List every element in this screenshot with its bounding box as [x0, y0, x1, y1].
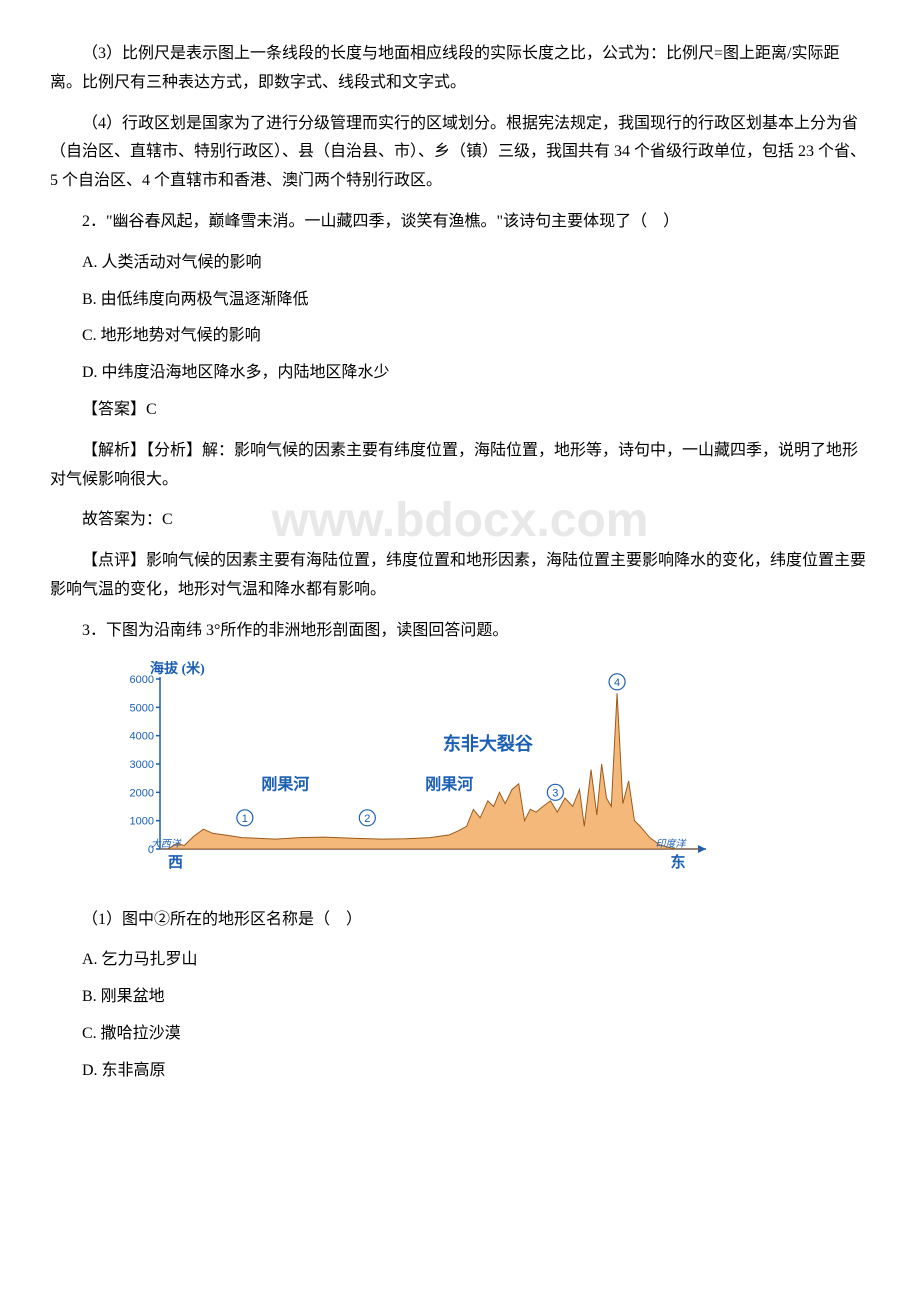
svg-text:3000: 3000	[130, 759, 154, 771]
svg-text:1000: 1000	[130, 815, 154, 827]
q2-option-d: D. 中纬度沿海地区降水多，内陆地区降水少	[50, 359, 870, 388]
svg-text:2: 2	[364, 812, 370, 824]
svg-text:1: 1	[242, 812, 248, 824]
svg-text:东非大裂谷: 东非大裂谷	[443, 732, 534, 753]
q3-option-d: D. 东非高原	[50, 1057, 870, 1086]
svg-text:刚果河: 刚果河	[425, 774, 473, 793]
svg-text:刚果河: 刚果河	[261, 774, 309, 793]
svg-text:6000: 6000	[130, 674, 154, 686]
q3-option-a: A. 乞力马扎罗山	[50, 946, 870, 975]
q3-option-c: C. 撒哈拉沙漠	[50, 1020, 870, 1049]
q3-stem: 3．下图为沿南纬 3°所作的非洲地形剖面图，读图回答问题。	[50, 617, 870, 646]
q2-answer: 【答案】C	[50, 396, 870, 425]
svg-text:大西洋: 大西洋	[151, 838, 182, 850]
svg-text:东: 东	[671, 853, 686, 871]
paragraph-3: （3）比例尺是表示图上一条线段的长度与地面相应线段的实际长度之比，公式为：比例尺…	[50, 40, 870, 98]
svg-text:5000: 5000	[130, 702, 154, 714]
profile-svg: 海拔 (米)0100020003000400050006000刚果河刚果河东非大…	[110, 661, 730, 891]
q2-option-c: C. 地形地势对气候的影响	[50, 322, 870, 351]
svg-text:2000: 2000	[130, 787, 154, 799]
svg-text:西: 西	[168, 854, 183, 871]
africa-profile-chart: 海拔 (米)0100020003000400050006000刚果河刚果河东非大…	[110, 661, 870, 891]
q2-option-a: A. 人类活动对气候的影响	[50, 249, 870, 278]
svg-text:印度洋: 印度洋	[656, 838, 687, 850]
q2-comment: 【点评】影响气候的因素主要有海陆位置，纬度位置和地形因素，海陆位置主要影响降水的…	[50, 547, 870, 605]
q3-sub1: （1）图中②所在的地形区名称是（ ）	[50, 906, 870, 935]
q2-analysis-1: 【解析】【分析】解：影响气候的因素主要有纬度位置，海陆位置，地形等，诗句中，一山…	[50, 437, 870, 495]
svg-text:4: 4	[614, 676, 620, 688]
paragraph-4: （4）行政区划是国家为了进行分级管理而实行的区域划分。根据宪法规定，我国现行的行…	[50, 110, 870, 196]
svg-text:3: 3	[552, 787, 558, 799]
q2-stem: 2．"幽谷春风起，巅峰雪未消。一山藏四季，谈笑有渔樵。"该诗句主要体现了（ ）	[50, 208, 870, 237]
svg-text:4000: 4000	[130, 730, 154, 742]
q3-option-b: B. 刚果盆地	[50, 983, 870, 1012]
svg-text:海拔 (米): 海拔 (米)	[150, 661, 205, 677]
q2-option-b: B. 由低纬度向两极气温逐渐降低	[50, 286, 870, 315]
q2-analysis-2: 故答案为：C	[50, 506, 870, 535]
